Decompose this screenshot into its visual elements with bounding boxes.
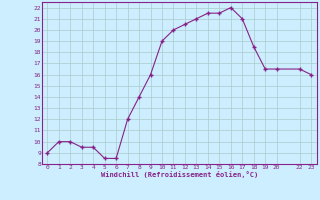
X-axis label: Windchill (Refroidissement éolien,°C): Windchill (Refroidissement éolien,°C) xyxy=(100,171,258,178)
